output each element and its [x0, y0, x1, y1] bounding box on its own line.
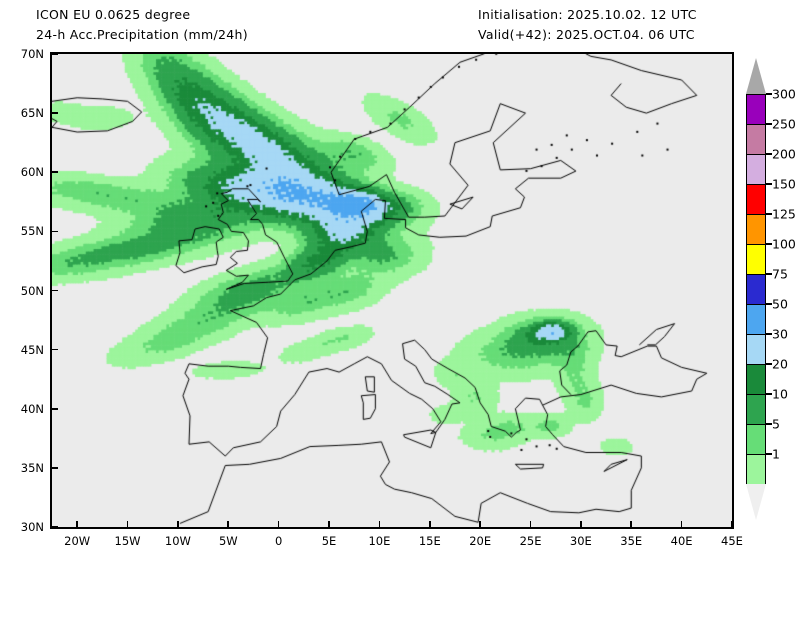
y-axis-label: 30N	[20, 520, 44, 534]
colorbar-label: 1	[772, 446, 780, 462]
colorbar-tick	[766, 303, 772, 305]
colorbar-tick	[766, 153, 772, 155]
x-tick	[328, 521, 330, 527]
colorbar-label: 150	[772, 176, 796, 192]
x-tick	[76, 521, 78, 527]
colorbar-below-min-arrow	[746, 484, 766, 520]
x-tick	[177, 521, 179, 527]
y-axis-label: 45N	[20, 342, 44, 357]
y-tick	[52, 53, 58, 55]
x-axis-label: 20W	[64, 534, 91, 548]
x-tick	[479, 521, 481, 527]
x-tick	[731, 521, 733, 527]
x-axis-label: 30E	[569, 534, 592, 548]
x-tick	[580, 521, 582, 527]
colorbar-tick	[766, 453, 772, 455]
colorbar-segment	[746, 274, 766, 304]
x-axis-label: 0	[274, 534, 283, 548]
colorbar-above-max-arrow	[746, 58, 766, 94]
x-axis-label: 15W	[114, 534, 141, 548]
model-title: ICON EU 0.0625 degree	[36, 7, 191, 22]
x-axis-label: 45E	[721, 534, 743, 548]
valid-time-label: Valid(+42): 2025.OCT.04. 06 UTC	[478, 27, 695, 42]
colorbar-segment	[746, 154, 766, 184]
y-tick	[52, 289, 58, 292]
x-tick	[630, 521, 633, 527]
colorbar-tick	[766, 213, 772, 215]
colorbar-label: 300	[772, 86, 796, 102]
y-axis-label: 70N	[20, 47, 44, 61]
x-axis-label: 15E	[418, 534, 441, 548]
x-axis-label: 10E	[368, 534, 391, 548]
colorbar-tick	[766, 423, 772, 425]
colorbar-segment	[746, 454, 766, 484]
initialisation-label: Initialisation: 2025.10.02. 12 UTC	[478, 7, 697, 22]
y-tick	[52, 407, 58, 410]
x-axis-label: 40E	[670, 534, 693, 548]
colorbar-segment	[746, 124, 766, 154]
colorbar-tick	[766, 333, 772, 335]
x-axis-label: 10W	[164, 534, 191, 548]
colorbar-label: 10	[772, 386, 788, 402]
colorbar-segment	[746, 244, 766, 274]
precipitation-field-canvas	[52, 54, 732, 527]
y-tick	[52, 230, 58, 233]
colorbar-label: 75	[772, 266, 788, 282]
x-axis-label: 5E	[321, 534, 337, 548]
x-tick	[680, 521, 683, 527]
y-tick	[52, 112, 58, 114]
colorbar-segment	[746, 94, 766, 124]
y-tick	[52, 526, 58, 528]
colorbar-tick	[766, 93, 772, 95]
colorbar-tick	[766, 243, 772, 245]
y-axis-label: 40N	[20, 401, 44, 416]
y-axis-label: 55N	[20, 224, 44, 239]
y-axis-label: 60N	[20, 165, 44, 180]
y-tick	[52, 171, 58, 174]
x-axis-label: 25E	[519, 534, 542, 548]
colorbar-tick	[766, 393, 772, 395]
colorbar-segment	[746, 214, 766, 244]
colorbar-label: 50	[772, 296, 788, 312]
field-title: 24-h Acc.Precipitation (mm/24h)	[36, 27, 248, 42]
colorbar-label: 100	[772, 236, 796, 252]
y-axis-label: 35N	[20, 460, 44, 475]
y-tick	[52, 467, 58, 469]
x-tick	[277, 521, 280, 527]
x-axis-label: 5W	[218, 534, 238, 548]
colorbar-label: 20	[772, 356, 788, 372]
colorbar-label: 5	[772, 416, 780, 432]
colorbar-segment	[746, 304, 766, 334]
y-axis-label: 65N	[20, 106, 44, 121]
colorbar-label: 125	[772, 206, 796, 222]
colorbar-label: 200	[772, 146, 796, 162]
colorbar-label: 30	[772, 326, 788, 342]
colorbar-segment	[746, 364, 766, 394]
colorbar-segment	[746, 334, 766, 364]
x-tick	[529, 521, 532, 527]
colorbar-segment	[746, 184, 766, 214]
colorbar	[746, 94, 766, 484]
colorbar-segment	[746, 394, 766, 424]
colorbar-tick	[766, 273, 772, 275]
x-axis-label: 35E	[620, 534, 643, 548]
x-axis-label: 20E	[469, 534, 492, 548]
map-plot-area	[50, 52, 734, 529]
colorbar-tick	[766, 363, 772, 365]
colorbar-tick	[766, 123, 772, 125]
y-axis-label: 50N	[20, 283, 44, 298]
x-tick	[378, 521, 381, 527]
x-tick	[126, 521, 129, 527]
x-tick	[428, 521, 431, 527]
colorbar-segment	[746, 424, 766, 454]
y-tick	[52, 348, 58, 351]
colorbar-tick	[766, 183, 772, 185]
x-tick	[227, 521, 230, 527]
colorbar-label: 250	[772, 116, 796, 132]
